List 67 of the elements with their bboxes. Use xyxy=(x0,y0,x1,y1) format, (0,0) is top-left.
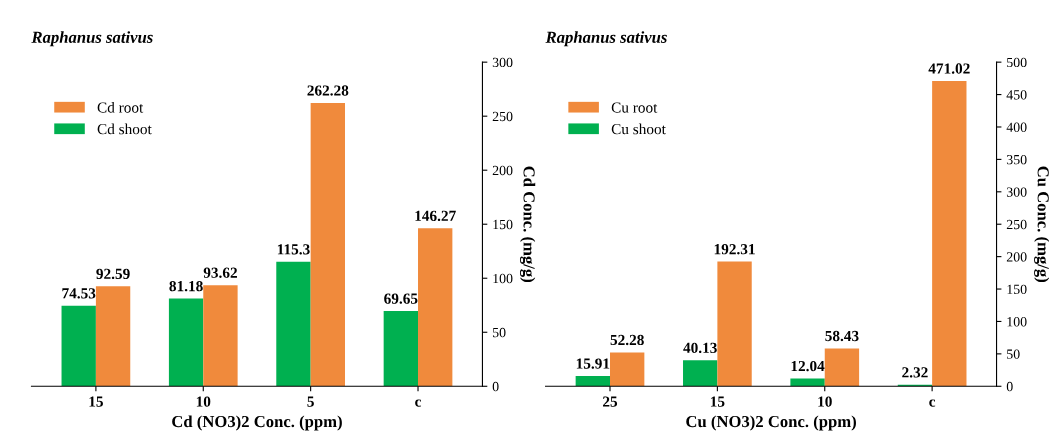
x-axis-title: Cu (NO3)2 Conc. (ppm) xyxy=(686,415,856,431)
data-label: 115.3 xyxy=(277,244,310,255)
y-tick-label: 0 xyxy=(492,381,499,392)
x-tick-label: 10 xyxy=(196,396,211,407)
x-tick-label: 5 xyxy=(307,396,314,407)
bar xyxy=(203,285,238,387)
data-label: 81.18 xyxy=(169,280,203,292)
x-tick-label: c xyxy=(415,399,422,407)
data-label: 52.28 xyxy=(610,334,644,346)
legend-label: Cu shoot xyxy=(611,123,666,135)
y-tick-label: 300 xyxy=(1006,187,1027,197)
bar xyxy=(383,311,419,387)
bar xyxy=(310,102,345,387)
y-tick-label: 0 xyxy=(1006,381,1013,392)
data-label: 93.62 xyxy=(203,267,237,278)
data-label: 471.02 xyxy=(928,63,970,74)
y-axis-title: Cd Conc. (mg/g) xyxy=(519,166,536,283)
x-tick-label: c xyxy=(929,399,936,407)
x-tick-label: 15 xyxy=(89,396,103,407)
y-tick-label: 50 xyxy=(492,327,506,338)
y-tick-label: 250 xyxy=(492,111,513,122)
y-tick-label: 500 xyxy=(1007,57,1027,68)
y-tick-label: 450 xyxy=(1006,90,1027,100)
legend-label: Cu root xyxy=(611,102,658,113)
data-label: 92.59 xyxy=(96,268,130,280)
y-tick-label: 150 xyxy=(1007,284,1027,294)
bar xyxy=(418,228,453,387)
x-axis-title: Cd (NO3)2 Conc. (ppm) xyxy=(172,415,342,431)
legend-label: Cd shoot xyxy=(97,123,152,135)
bar xyxy=(61,305,96,387)
bar xyxy=(932,80,967,387)
bar xyxy=(824,348,860,387)
legend-label: Cd root xyxy=(97,101,144,113)
bar xyxy=(575,375,610,387)
chart-title: Raphanus sativus xyxy=(31,31,153,47)
y-tick-label: 300 xyxy=(492,57,513,68)
y-tick-label: 100 xyxy=(493,273,513,284)
data-label: 2.32 xyxy=(902,367,928,378)
x-tick-label: 25 xyxy=(603,396,618,407)
data-label: 69.65 xyxy=(384,293,418,304)
data-label: 146.27 xyxy=(415,210,456,222)
y-tick-label: 50 xyxy=(1007,349,1020,359)
data-label: 192.31 xyxy=(714,244,755,255)
y-tick-label: 350 xyxy=(1006,154,1027,165)
data-label: 74.53 xyxy=(62,288,96,299)
y-tick-label: 200 xyxy=(1006,252,1027,262)
bar xyxy=(683,360,718,387)
y-tick-label: 250 xyxy=(1006,219,1027,230)
data-label: 58.43 xyxy=(825,330,859,342)
data-label: 15.91 xyxy=(576,358,610,369)
y-axis-title: Cu Conc. (mg/g) xyxy=(1034,166,1049,283)
y-tick-label: 200 xyxy=(492,165,513,176)
x-tick-label: 10 xyxy=(818,396,832,407)
bar xyxy=(717,261,752,387)
y-tick-label: 150 xyxy=(493,219,513,230)
chart-title: Raphanus sativus xyxy=(545,31,667,47)
bar xyxy=(610,352,645,387)
bar xyxy=(95,286,131,387)
data-label: 12.04 xyxy=(791,360,825,372)
bar xyxy=(168,298,204,387)
bar xyxy=(276,261,311,387)
x-tick-label: 15 xyxy=(710,396,725,407)
data-label: 262.28 xyxy=(307,85,349,96)
y-tick-label: 100 xyxy=(1007,317,1027,327)
data-label: 40.13 xyxy=(683,342,717,354)
bar xyxy=(790,378,825,387)
y-tick-label: 400 xyxy=(1006,122,1027,132)
